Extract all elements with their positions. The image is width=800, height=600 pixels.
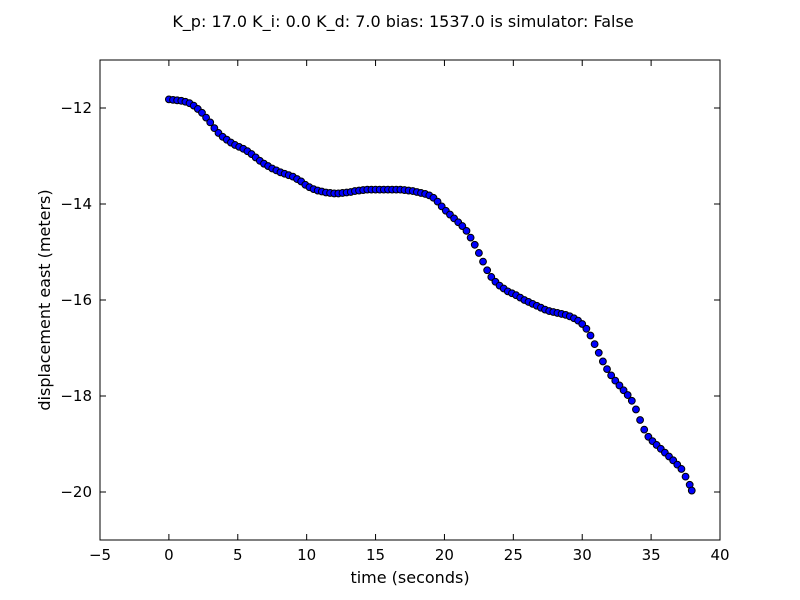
data-point	[615, 381, 624, 390]
data-point	[479, 257, 487, 266]
data-point	[202, 113, 210, 122]
y-tick-label: −14	[60, 195, 92, 213]
data-point	[640, 425, 649, 434]
data-point	[611, 376, 620, 385]
y-tick-label: −16	[60, 291, 92, 309]
data-point	[582, 324, 591, 333]
y-axis-label: displacement east (meters)	[35, 189, 54, 410]
data-point	[623, 391, 632, 399]
x-tick-label: −5	[89, 546, 111, 564]
data-point	[677, 465, 686, 473]
data-point	[198, 108, 206, 117]
data-point	[590, 340, 599, 349]
data-point	[687, 486, 696, 495]
x-tick-label: 10	[297, 546, 316, 564]
data-point	[607, 371, 616, 380]
data-point	[433, 197, 442, 206]
data-point	[578, 320, 587, 328]
y-tick-label: −12	[60, 99, 92, 117]
data-point	[603, 365, 611, 374]
data-point	[458, 222, 467, 230]
x-axis: −5 0 5 10 15 20 25 30 35 40	[89, 60, 730, 564]
x-axis-label: time (seconds)	[350, 568, 469, 587]
data-point	[462, 226, 471, 235]
data-point	[474, 249, 483, 257]
data-point	[470, 240, 479, 249]
x-tick-label: 40	[710, 546, 729, 564]
data-point	[681, 472, 690, 481]
data-point	[466, 233, 475, 242]
y-tick-label: −20	[60, 483, 92, 501]
x-tick-label: 15	[366, 546, 385, 564]
data-point	[206, 118, 215, 127]
data-point	[627, 396, 636, 405]
data-point	[210, 124, 219, 133]
x-tick-label: 35	[642, 546, 661, 564]
x-tick-label: 25	[504, 546, 523, 564]
data-point	[483, 266, 492, 275]
chart-title: K_p: 17.0 K_i: 0.0 K_d: 7.0 bias: 1537.0…	[172, 12, 633, 32]
data-point	[594, 348, 603, 357]
x-tick-label: 30	[573, 546, 592, 564]
y-tick-label: −18	[60, 387, 92, 405]
data-point	[487, 273, 496, 281]
data-point	[632, 405, 640, 414]
x-tick-label: 5	[233, 546, 243, 564]
data-point	[598, 357, 607, 366]
x-tick-label: 0	[164, 546, 174, 564]
data-point	[619, 386, 628, 395]
scatter-series	[164, 95, 696, 495]
data-point	[586, 331, 595, 340]
data-point	[636, 416, 644, 424]
y-axis: −20 −18 −16 −14 −12	[60, 99, 720, 501]
x-tick-label: 20	[435, 546, 454, 564]
